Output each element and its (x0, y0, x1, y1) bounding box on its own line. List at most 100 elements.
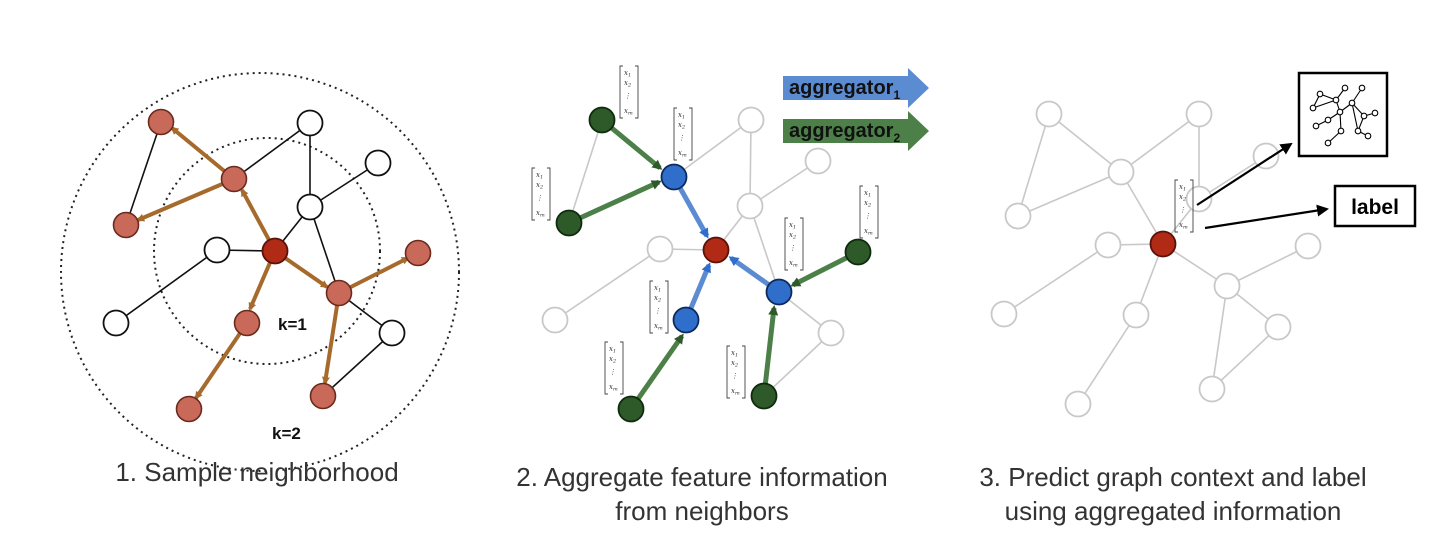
svg-text:xm: xm (654, 322, 663, 332)
panel3-caption-line1: 3. Predict graph context and label (979, 462, 1366, 492)
faded-node (737, 106, 765, 134)
svg-text:⋮: ⋮ (864, 212, 871, 220)
svg-text:x2: x2 (654, 294, 661, 304)
faded-node (1107, 158, 1135, 186)
svg-text:xm: xm (624, 107, 633, 117)
svg-text:aggregator1: aggregator1 (789, 77, 900, 102)
target-node (1149, 230, 1177, 258)
unsampled-node (296, 109, 324, 137)
faded-nodes (990, 100, 1322, 418)
svg-text:xm: xm (1179, 221, 1188, 231)
svg-text:x2: x2 (624, 79, 631, 89)
k2-label: k=2 (272, 424, 301, 443)
graph-edges (115, 121, 393, 397)
svg-text:x1: x1 (609, 345, 616, 355)
svg-text:x2: x2 (609, 355, 616, 365)
sampled-edges (136, 126, 410, 400)
svg-text:⋮: ⋮ (654, 307, 661, 315)
hop2-node (555, 209, 583, 237)
faded-node (817, 319, 845, 347)
panel-sample-neighborhood: k=1 k=2 1. Sample neighborhood (60, 72, 460, 487)
faded-nodes (541, 106, 845, 347)
svg-text:xm: xm (789, 259, 798, 269)
svg-text:x1: x1 (864, 189, 871, 199)
k1-label: k=1 (278, 315, 307, 334)
faded-node (1294, 232, 1322, 260)
svg-text:x1: x1 (731, 349, 738, 359)
unsampled-node (378, 319, 406, 347)
sampled-node (404, 239, 432, 267)
hop1-nodes (660, 163, 793, 334)
svg-text:x1: x1 (624, 69, 631, 79)
hop1-node (672, 306, 700, 334)
svg-text:x1: x1 (654, 284, 661, 294)
label-box: label (1333, 184, 1417, 228)
faded-node (804, 147, 832, 175)
faded-node (1213, 272, 1241, 300)
svg-text:⋮: ⋮ (731, 372, 738, 380)
panel3-caption-line2: using aggregated information (1005, 496, 1342, 526)
hop1-node (660, 163, 688, 191)
svg-text:x1: x1 (678, 111, 685, 121)
hop2-node (617, 395, 645, 423)
svg-text:⋮: ⋮ (678, 134, 685, 142)
svg-text:x1: x1 (1179, 183, 1186, 193)
sampled-nodes (112, 108, 432, 423)
unsampled-nodes (102, 109, 406, 347)
faded-node (1035, 100, 1063, 128)
graph-context-box (1297, 71, 1389, 158)
faded-node (541, 306, 569, 334)
svg-text:⋮: ⋮ (609, 368, 616, 376)
k1-neighborhood-circle (153, 137, 381, 365)
target-node (702, 236, 730, 264)
faded-node (1004, 202, 1032, 230)
unsampled-node (364, 149, 392, 177)
panel-predict: label 3. Predict graph context and label… (979, 71, 1417, 526)
context-arrow (1196, 142, 1293, 206)
faded-node (736, 192, 764, 220)
sampled-node (233, 309, 261, 337)
label-arrow (1204, 204, 1329, 230)
panel-aggregate: aggregator1 aggregator2 2. Aggregate fea… (516, 68, 929, 526)
hop2-node (750, 382, 778, 410)
svg-text:x1: x1 (536, 171, 543, 181)
unsampled-node (102, 309, 130, 337)
sampled-node (325, 279, 353, 307)
faded-node (1064, 390, 1092, 418)
faded-node (1094, 231, 1122, 259)
svg-text:aggregator2: aggregator2 (789, 120, 900, 145)
sampled-node (309, 382, 337, 410)
unsampled-node (296, 193, 324, 221)
faded-node (1264, 313, 1292, 341)
sampled-node (220, 165, 248, 193)
svg-text:x2: x2 (864, 199, 871, 209)
svg-text:x1: x1 (789, 221, 796, 231)
faded-node (1198, 375, 1226, 403)
hop2-nodes (555, 106, 872, 423)
k2-neighborhood-circle (60, 72, 460, 472)
svg-text:⋮: ⋮ (789, 244, 796, 252)
faded-node (990, 300, 1018, 328)
hop1-node (765, 278, 793, 306)
svg-text:x2: x2 (536, 181, 543, 191)
svg-text:x2: x2 (678, 121, 685, 131)
label-box-text: label (1351, 196, 1399, 219)
svg-text:xm: xm (864, 227, 873, 237)
svg-text:x2: x2 (731, 359, 738, 369)
svg-text:⋮: ⋮ (624, 92, 631, 100)
panel2-caption-line1: 2. Aggregate feature information (516, 462, 887, 492)
faded-edges (554, 119, 832, 397)
aggregator1-legend: aggregator1 (783, 68, 929, 108)
sampled-node (147, 108, 175, 136)
hop2-node (844, 238, 872, 266)
svg-text:xm: xm (536, 209, 545, 219)
svg-text:xm: xm (678, 149, 687, 159)
sampled-node (175, 395, 203, 423)
